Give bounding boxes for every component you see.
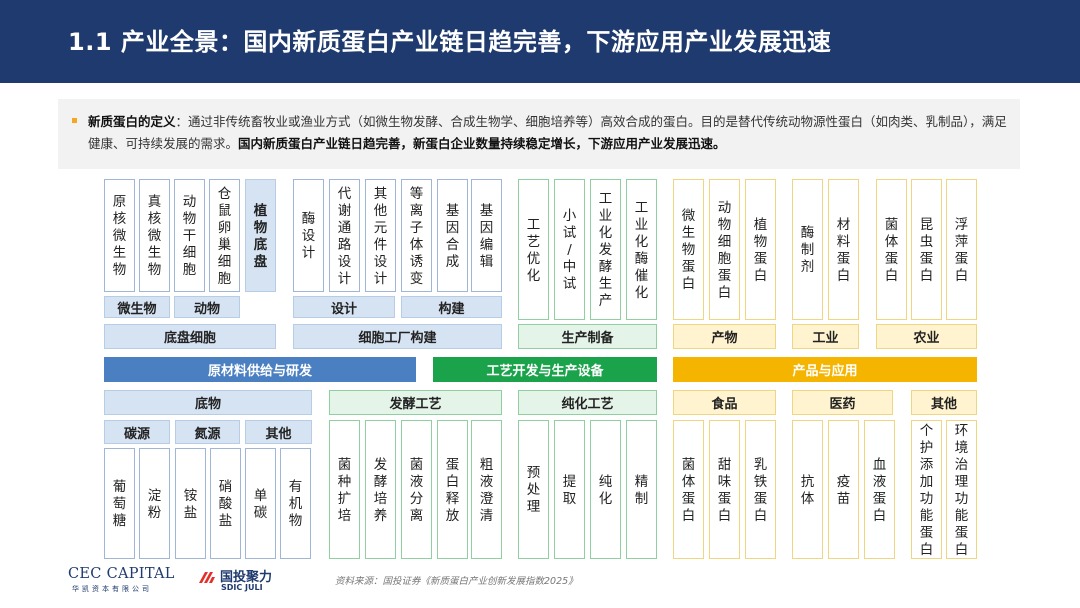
chain-item: 工业化发酵生产 bbox=[590, 179, 621, 320]
group-label: 其他 bbox=[911, 390, 977, 415]
group-label: 底盘细胞 bbox=[104, 324, 276, 349]
chain-item: 工业化酶催化 bbox=[626, 179, 657, 320]
group-label: 农业 bbox=[876, 324, 977, 349]
stage-bar-upstream: 原材料供给与研发 bbox=[104, 357, 416, 382]
sdic-juli-logo-subtitle: SDIC JULI bbox=[221, 583, 263, 592]
chain-item: 硝酸盐 bbox=[210, 448, 241, 559]
chain-item: 代谢通路设计 bbox=[329, 179, 360, 292]
chain-item: 菌液分离 bbox=[401, 420, 432, 559]
chain-item: 其他元件设计 bbox=[365, 179, 396, 292]
chain-item: 基因合成 bbox=[437, 179, 468, 292]
title-banner: 1.1 产业全景：国内新质蛋白产业链日趋完善，下游应用产业发展迅速 bbox=[0, 0, 1080, 83]
group-label: 底物 bbox=[104, 390, 312, 415]
chain-item: 单碳 bbox=[245, 448, 276, 559]
chain-item: 粗液澄清 bbox=[471, 420, 502, 559]
chain-item: 仓鼠卵巢细胞 bbox=[209, 179, 240, 292]
chain-item: 菌种扩培 bbox=[329, 420, 360, 559]
chain-item: 甜味蛋白 bbox=[709, 420, 740, 559]
chain-item: 淀粉 bbox=[139, 448, 170, 559]
definition-emphasis: 国内新质蛋白产业链日趋完善，新蛋白企业数量持续稳定增长，下游应用产业发展迅速。 bbox=[238, 136, 726, 151]
stage-bar-midstream: 工艺开发与生产设备 bbox=[433, 357, 657, 382]
chain-item: 小试 / 中试 bbox=[554, 179, 585, 320]
chain-item: 菌体蛋白 bbox=[673, 420, 704, 559]
group-label: 医药 bbox=[792, 390, 893, 415]
cec-capital-logo: CEC CAPITAL bbox=[68, 566, 175, 582]
chain-item: 纯化 bbox=[590, 420, 621, 559]
group-label: 产物 bbox=[673, 324, 776, 349]
subgroup-label: 其他 bbox=[245, 420, 312, 444]
stage-bar-downstream: 产品与应用 bbox=[673, 357, 977, 382]
chain-item: 工艺优化 bbox=[518, 179, 549, 320]
group-label: 细胞工厂构建 bbox=[293, 324, 502, 349]
group-label: 纯化工艺 bbox=[518, 390, 657, 415]
chain-item: 原核微生物 bbox=[104, 179, 135, 292]
chain-item: 基因编辑 bbox=[471, 179, 502, 292]
chain-item: 抗体 bbox=[792, 420, 823, 559]
subgroup-label: 氮源 bbox=[175, 420, 240, 444]
page-title: 1.1 产业全景：国内新质蛋白产业链日趋完善，下游应用产业发展迅速 bbox=[68, 28, 832, 56]
group-label: 发酵工艺 bbox=[329, 390, 502, 415]
chain-item: 提取 bbox=[554, 420, 585, 559]
definition-text: 新质蛋白的定义：通过非传统畜牧业或渔业方式（如微生物发酵、合成生物学、细胞培养等… bbox=[88, 111, 1008, 155]
chain-item: 真核微生物 bbox=[139, 179, 170, 292]
cec-capital-logo-subtitle: 华凯资本有限公司 bbox=[72, 585, 152, 593]
subgroup-label: 微生物 bbox=[104, 296, 170, 318]
chain-item: 精制 bbox=[626, 420, 657, 559]
group-label: 食品 bbox=[673, 390, 776, 415]
group-label: 生产制备 bbox=[518, 324, 657, 349]
chain-item: 酶制剂 bbox=[792, 179, 823, 320]
sdic-juli-logo: 国投聚力 bbox=[220, 570, 273, 585]
chain-item: 葡萄糖 bbox=[104, 448, 135, 559]
chain-item: 乳铁蛋白 bbox=[745, 420, 776, 559]
chain-item: 浮萍蛋白 bbox=[946, 179, 977, 320]
chain-item: 预处理 bbox=[518, 420, 549, 559]
subgroup-label: 碳源 bbox=[104, 420, 170, 444]
chain-item: 酶设计 bbox=[293, 179, 324, 292]
definition-body: ：通过非传统畜牧业或渔业方式（如微生物发酵、合成生物学、细胞培养等）高效合成的蛋… bbox=[88, 114, 1007, 151]
chain-item: 材料蛋白 bbox=[828, 179, 859, 320]
chain-item: 发酵培养 bbox=[365, 420, 396, 559]
chain-item: 微生物蛋白 bbox=[673, 179, 704, 320]
chain-item: 菌体蛋白 bbox=[876, 179, 907, 320]
chain-item: 环境治理功能蛋白 bbox=[946, 420, 977, 559]
chain-item: 动物细胞蛋白 bbox=[709, 179, 740, 320]
source-note: 资料来源：国投证券《新质蛋白产业创新发展指数2025》 bbox=[335, 576, 578, 587]
subgroup-label: 设计 bbox=[293, 296, 395, 318]
chain-item: 铵盐 bbox=[175, 448, 206, 559]
group-label: 工业 bbox=[792, 324, 859, 349]
definition-term: 新质蛋白的定义 bbox=[88, 114, 176, 129]
chain-item: 植物底盘 bbox=[245, 179, 276, 292]
chain-item: 有机物 bbox=[280, 448, 311, 559]
chain-item: 等离子体诱变 bbox=[401, 179, 432, 292]
chain-item: 疫苗 bbox=[828, 420, 859, 559]
chain-item: 蛋白释放 bbox=[437, 420, 468, 559]
bullet-icon bbox=[72, 118, 77, 123]
chain-item: 昆虫蛋白 bbox=[911, 179, 942, 320]
chain-item: 动物干细胞 bbox=[174, 179, 205, 292]
subgroup-label: 动物 bbox=[174, 296, 240, 318]
definition-box: 新质蛋白的定义：通过非传统畜牧业或渔业方式（如微生物发酵、合成生物学、细胞培养等… bbox=[58, 99, 1020, 169]
chain-item: 个护添加功能蛋白 bbox=[911, 420, 942, 559]
subgroup-label: 构建 bbox=[401, 296, 502, 318]
chain-item: 血液蛋白 bbox=[864, 420, 895, 559]
chain-item: 植物蛋白 bbox=[745, 179, 776, 320]
sdic-juli-logo-icon bbox=[199, 572, 215, 583]
